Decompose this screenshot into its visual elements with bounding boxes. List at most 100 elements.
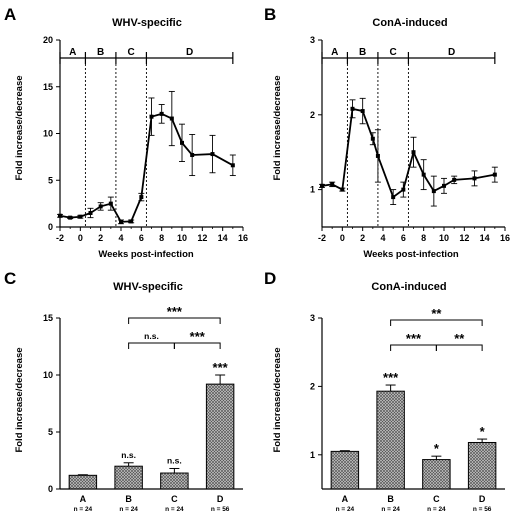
significance-label: *** xyxy=(213,360,229,375)
data-point xyxy=(340,187,345,192)
x-tick-label: 0 xyxy=(340,233,345,243)
comparison-label: *** xyxy=(406,331,422,346)
data-point xyxy=(180,140,184,145)
x-tick-label: 12 xyxy=(197,233,207,243)
data-point xyxy=(108,201,113,206)
bar xyxy=(114,465,143,490)
n-label: n = 24 xyxy=(119,506,138,513)
data-point xyxy=(190,153,195,158)
data-point xyxy=(370,136,375,141)
x-tick-label: 14 xyxy=(480,233,490,243)
data-point xyxy=(401,187,406,192)
bar xyxy=(205,383,235,490)
significance-label: * xyxy=(434,441,440,456)
n-label: n = 24 xyxy=(381,506,400,513)
x-tick-label: 8 xyxy=(421,233,426,243)
segment-label: B xyxy=(97,47,104,58)
comparison-bracket xyxy=(128,342,175,349)
y-tick-label: 0 xyxy=(48,484,53,494)
data-point xyxy=(159,111,164,116)
data-point xyxy=(421,172,426,177)
data-point xyxy=(210,152,215,157)
data-point xyxy=(492,172,497,177)
x-tick-label: 4 xyxy=(380,233,385,243)
segment-label: C xyxy=(128,47,135,58)
category-label: B xyxy=(387,494,394,504)
y-tick-label: 5 xyxy=(48,175,53,185)
comparison-bracket xyxy=(390,319,483,326)
series-line xyxy=(59,112,234,223)
y-tick-label: 20 xyxy=(43,35,53,45)
data-point xyxy=(139,195,144,200)
panel-b-title: ConA-induced xyxy=(372,17,447,29)
n-label: n = 24 xyxy=(336,506,355,513)
n-label: n = 24 xyxy=(74,506,93,513)
data-point xyxy=(320,183,324,188)
n-label: n = 24 xyxy=(165,506,184,513)
y-tick-label: 3 xyxy=(310,35,315,45)
data-point xyxy=(88,210,93,215)
data-point xyxy=(411,150,416,155)
x-tick-label: 16 xyxy=(500,233,510,243)
x-tick-label: 14 xyxy=(218,233,228,243)
significance-label: *** xyxy=(383,370,399,385)
x-tick-label: 0 xyxy=(78,233,83,243)
category-label: D xyxy=(217,494,224,504)
x-tick-label: 6 xyxy=(401,233,406,243)
data-point xyxy=(149,114,154,119)
category-label: A xyxy=(342,494,349,504)
panel-d-title: ConA-induced xyxy=(371,281,446,293)
segment-label: A xyxy=(331,47,338,58)
category-label: B xyxy=(125,494,132,504)
comparison-label: *** xyxy=(190,329,206,344)
data-point xyxy=(472,176,477,181)
segment-label: C xyxy=(390,47,397,58)
panel-c-ylabel: Fold increase/decrease xyxy=(14,347,25,452)
data-point xyxy=(78,214,83,219)
panel-letter-b: B xyxy=(264,5,276,24)
x-tick-label: -2 xyxy=(56,233,64,243)
segment-label: D xyxy=(448,47,455,58)
x-tick-label: 10 xyxy=(177,233,187,243)
category-label: A xyxy=(80,494,87,504)
data-point xyxy=(360,109,365,114)
data-point xyxy=(169,116,174,121)
comparison-label: ** xyxy=(431,306,442,321)
bar xyxy=(376,390,405,490)
panel-c-bar-chart: 0 5 10 15 An = 24 Bn = 24 n.s. Cn = 24 n.s. Dn = … xyxy=(43,304,243,513)
y-tick-label: 10 xyxy=(43,370,53,380)
comparison-label: ** xyxy=(454,331,465,346)
significance-label: * xyxy=(480,424,486,439)
data-point xyxy=(330,182,335,187)
data-point xyxy=(129,219,134,224)
x-tick-label: 12 xyxy=(459,233,469,243)
comparison-bracket xyxy=(128,317,221,324)
y-tick-label: 0 xyxy=(48,222,53,232)
significance-label: n.s. xyxy=(121,450,136,460)
bar xyxy=(68,474,98,490)
y-tick-label: 10 xyxy=(43,129,53,139)
series-line xyxy=(321,107,495,199)
comparison-label: *** xyxy=(167,304,183,319)
panel-letter-d: D xyxy=(264,269,276,288)
data-point xyxy=(391,195,396,200)
data-point xyxy=(68,215,73,220)
y-tick-label: 2 xyxy=(310,110,315,120)
x-tick-label: 4 xyxy=(118,233,123,243)
y-tick-label: 1 xyxy=(310,185,315,195)
category-label: C xyxy=(171,494,178,504)
category-label: D xyxy=(479,494,486,504)
panel-d-ylabel: Fold increase/decrease xyxy=(272,347,283,452)
bar xyxy=(160,472,189,490)
y-tick-label: 1 xyxy=(310,450,315,460)
panel-a-xlabel: Weeks post-infection xyxy=(98,249,194,260)
data-point xyxy=(350,106,355,111)
x-tick-label: 8 xyxy=(159,233,164,243)
data-point xyxy=(442,183,446,188)
comparison-bracket xyxy=(435,344,483,351)
panel-letter-c: C xyxy=(4,269,16,288)
